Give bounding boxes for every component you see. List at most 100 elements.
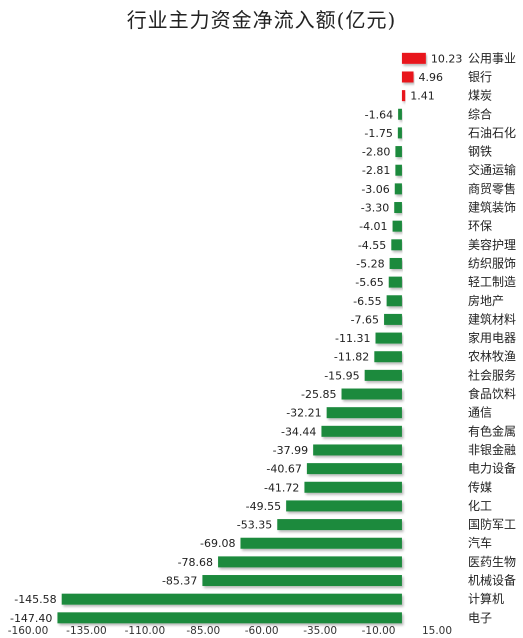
- bar-20: [326, 407, 402, 419]
- bar-18: [364, 369, 402, 381]
- bar-13: [388, 276, 402, 288]
- category-label: 电子: [468, 611, 492, 625]
- category-label: 银行: [468, 70, 492, 84]
- data-label: -4.01: [359, 220, 387, 233]
- data-label: -85.37: [162, 575, 197, 588]
- bar-12: [389, 257, 402, 269]
- data-label: -53.35: [237, 519, 272, 532]
- category-label: 轻工制造: [468, 275, 516, 289]
- bar-9: [394, 202, 402, 214]
- category-label: 通信: [468, 406, 492, 420]
- bar-23: [306, 463, 402, 475]
- category-label: 医药生物: [468, 555, 516, 569]
- data-label: -41.72: [264, 481, 299, 494]
- category-label: 建筑装饰: [468, 200, 516, 215]
- bar-14: [386, 295, 402, 307]
- category-label: 交通运输: [468, 162, 516, 177]
- data-label: -40.67: [266, 463, 301, 476]
- bar-1: [401, 52, 426, 64]
- category-label: 食品饮料: [468, 386, 516, 401]
- data-label: -3.30: [361, 202, 389, 215]
- chart-title: 行业主力资金净流入额(亿元): [126, 8, 397, 32]
- x-tick-label: -160.00: [8, 625, 49, 637]
- bar-8: [394, 183, 402, 195]
- bar-22: [313, 444, 402, 456]
- data-label: -6.55: [353, 295, 381, 308]
- category-label: 钢铁: [468, 145, 492, 159]
- bar-10: [392, 220, 402, 232]
- bar-5: [397, 127, 402, 139]
- bar-26: [277, 519, 402, 531]
- data-label: 4.96: [419, 71, 444, 84]
- bar-4: [398, 108, 402, 120]
- bars-layer: 10.23 公用事业 4.96 银行 1.41 煤炭 -1.64 综合 -1.75 石油石化 -2.…: [10, 51, 516, 625]
- bar-11: [391, 239, 402, 251]
- data-label: -34.44: [281, 425, 316, 438]
- category-label: 汽车: [468, 535, 492, 550]
- x-tick-label: -10.00: [362, 625, 396, 637]
- category-label: 煤炭: [468, 89, 492, 103]
- data-label: -5.65: [355, 276, 383, 289]
- bar-24: [304, 481, 402, 493]
- x-tick-label: -60.00: [245, 625, 279, 637]
- data-label: -32.21: [286, 407, 321, 420]
- data-label: -3.06: [361, 183, 389, 196]
- data-label: -2.81: [362, 164, 390, 177]
- category-label: 商贸零售: [468, 181, 516, 196]
- category-label: 建筑材料: [468, 311, 516, 326]
- bar-28: [218, 556, 402, 568]
- category-label: 传媒: [468, 479, 492, 494]
- category-label: 家用电器: [468, 330, 516, 345]
- category-label: 房地产: [468, 293, 504, 308]
- bar-17: [374, 351, 402, 363]
- data-label: -1.75: [364, 127, 392, 140]
- x-tick-label: 15.00: [422, 625, 452, 637]
- x-tick-label: -85.00: [186, 625, 220, 637]
- category-label: 国防军工: [468, 517, 516, 532]
- category-label: 有色金属: [468, 423, 516, 438]
- bar-30: [61, 593, 402, 605]
- data-label: -11.82: [334, 351, 369, 364]
- x-tick-label: -110.00: [125, 625, 166, 637]
- bar-15: [384, 313, 402, 325]
- category-label: 电力设备: [468, 462, 516, 476]
- bar-19: [341, 388, 402, 400]
- bar-3: [401, 90, 406, 102]
- data-label: -78.68: [178, 556, 213, 569]
- bar-16: [375, 332, 402, 344]
- category-label: 综合: [468, 106, 492, 121]
- data-label: -15.95: [324, 369, 359, 382]
- data-label: -7.65: [351, 313, 379, 326]
- data-label: -25.85: [301, 388, 336, 401]
- category-label: 社会服务: [468, 367, 516, 382]
- x-tick-label: -135.00: [66, 625, 107, 637]
- category-label: 美容护理: [468, 237, 516, 252]
- category-label: 公用事业: [468, 51, 516, 65]
- category-label: 环保: [468, 219, 492, 233]
- category-label: 化工: [468, 499, 492, 513]
- bar-25: [286, 500, 402, 512]
- data-label: -37.99: [273, 444, 308, 457]
- bar-29: [202, 575, 402, 587]
- data-label: -147.40: [10, 612, 52, 625]
- data-label: -5.28: [356, 257, 384, 270]
- category-label: 农林牧渔: [468, 350, 516, 364]
- bar-31: [57, 612, 402, 624]
- category-label: 非银金融: [468, 442, 516, 457]
- category-label: 石油石化: [468, 126, 516, 140]
- data-label: -69.08: [200, 537, 235, 550]
- data-label: -145.58: [14, 593, 56, 606]
- bar-21: [321, 425, 402, 437]
- bar-2: [401, 71, 414, 83]
- data-label: -4.55: [358, 239, 386, 252]
- category-label: 计算机: [468, 591, 504, 606]
- bar-6: [395, 146, 402, 158]
- data-label: -2.80: [362, 146, 390, 159]
- category-label: 纺织服饰: [468, 256, 516, 270]
- bar-27: [240, 537, 402, 549]
- category-label: 机械设备: [468, 573, 516, 588]
- data-label: -11.31: [335, 332, 370, 345]
- data-label: 10.23: [431, 52, 463, 65]
